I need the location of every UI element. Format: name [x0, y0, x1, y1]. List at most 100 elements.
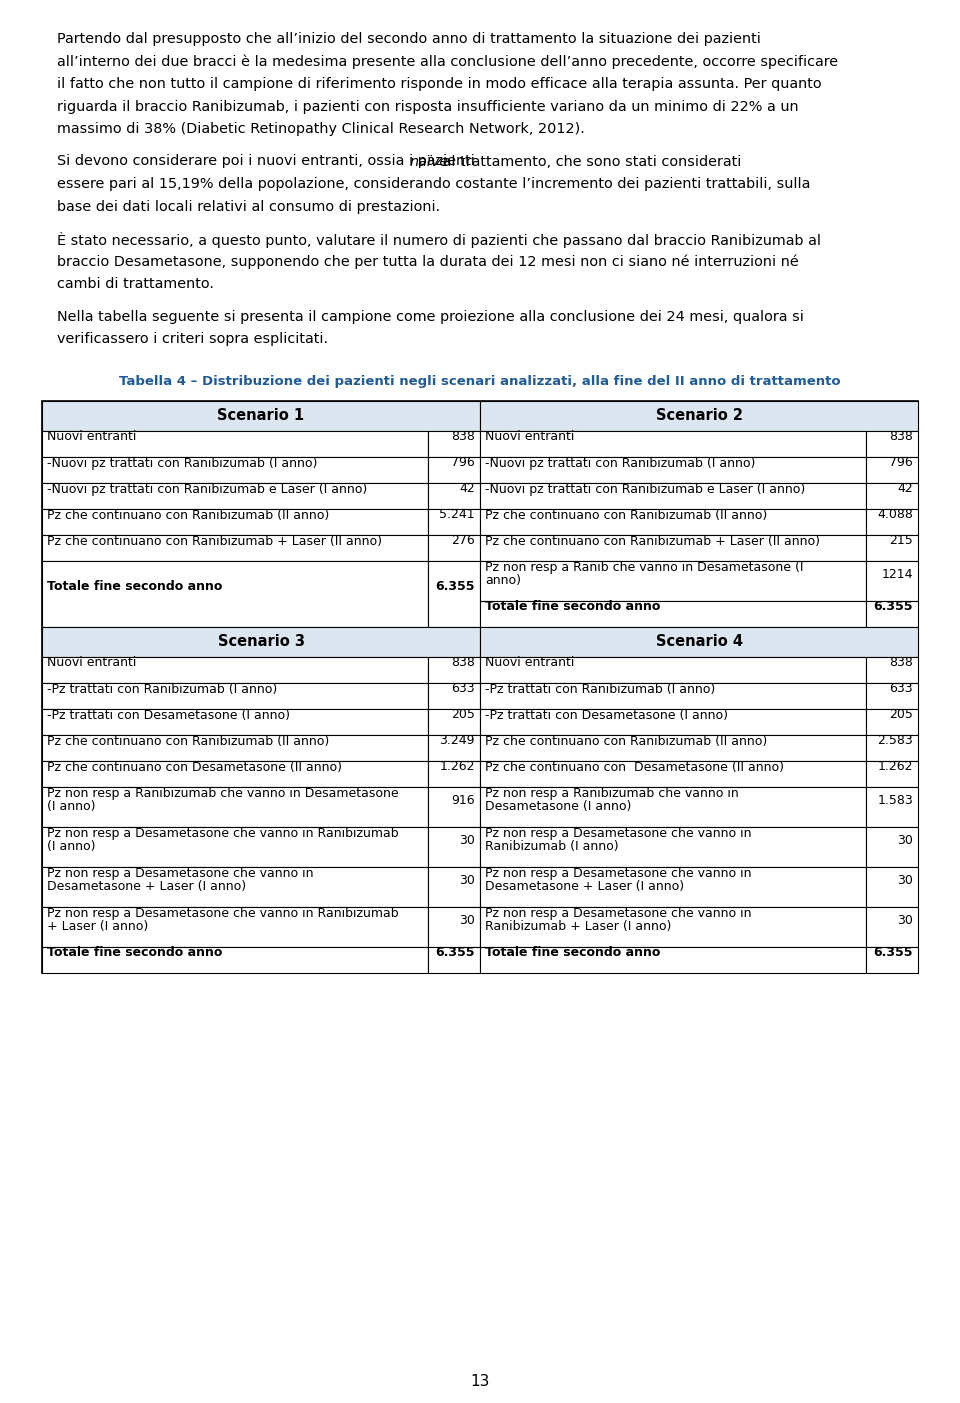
- Bar: [480, 561, 866, 600]
- Text: 6.355: 6.355: [436, 581, 475, 593]
- Text: cambi di trattamento.: cambi di trattamento.: [57, 276, 214, 290]
- Text: -Pz trattati con Ranibizumab (I anno): -Pz trattati con Ranibizumab (I anno): [47, 682, 277, 696]
- Text: riguarda il braccio Ranibizumab, i pazienti con risposta insufficiente variano d: riguarda il braccio Ranibizumab, i pazie…: [57, 100, 799, 114]
- Text: -Nuovi pz trattati con Ranibizumab e Laser (I anno): -Nuovi pz trattati con Ranibizumab e Las…: [47, 483, 368, 495]
- Text: -Pz trattati con Desametasone (I anno): -Pz trattati con Desametasone (I anno): [47, 709, 290, 721]
- Text: 215: 215: [889, 535, 913, 547]
- Text: 838: 838: [889, 431, 913, 443]
- Text: Pz che continuano con Ranibizumab (II anno): Pz che continuano con Ranibizumab (II an…: [485, 735, 767, 748]
- Text: 6.355: 6.355: [436, 947, 475, 960]
- Bar: [428, 826, 480, 867]
- Bar: [428, 735, 480, 760]
- Bar: [428, 561, 480, 627]
- Text: 1.583: 1.583: [877, 794, 913, 807]
- Text: essere pari al 15,19% della popolazione, considerando costante l’incremento dei : essere pari al 15,19% della popolazione,…: [57, 177, 810, 191]
- Text: il fatto che non tutto il campione di riferimento risponde in modo efficace alla: il fatto che non tutto il campione di ri…: [57, 77, 822, 91]
- Bar: [428, 709, 480, 735]
- Text: 838: 838: [451, 657, 475, 669]
- Text: Pz che continuano con Ranibizumab (II anno): Pz che continuano con Ranibizumab (II an…: [485, 508, 767, 522]
- Text: Pz che continuano con  Desametasone (II anno): Pz che continuano con Desametasone (II a…: [485, 760, 784, 773]
- Bar: [428, 657, 480, 682]
- Text: È stato necessario, a questo punto, valutare il numero di pazienti che passano d: È stato necessario, a questo punto, valu…: [57, 231, 821, 248]
- Text: 30: 30: [459, 833, 475, 846]
- Bar: [42, 508, 428, 535]
- Bar: [42, 947, 428, 972]
- Bar: [480, 627, 918, 657]
- Bar: [866, 561, 918, 600]
- Bar: [428, 431, 480, 456]
- Bar: [866, 826, 918, 867]
- Text: 633: 633: [451, 682, 475, 696]
- Text: Pz non resp a Desametasone che vanno in: Pz non resp a Desametasone che vanno in: [485, 867, 752, 880]
- Text: Nuovi entranti: Nuovi entranti: [47, 431, 136, 443]
- Text: 1.262: 1.262: [440, 760, 475, 773]
- Bar: [480, 600, 866, 627]
- Text: naïve: naïve: [410, 154, 449, 168]
- Text: -Nuovi pz trattati con Ranibizumab (I anno): -Nuovi pz trattati con Ranibizumab (I an…: [47, 456, 318, 470]
- Text: 3.249: 3.249: [440, 735, 475, 748]
- Bar: [42, 867, 428, 906]
- Bar: [480, 657, 866, 682]
- Bar: [42, 787, 428, 826]
- Text: -Pz trattati con Desametasone (I anno): -Pz trattati con Desametasone (I anno): [485, 709, 728, 721]
- Text: Desametasone (I anno): Desametasone (I anno): [485, 800, 632, 812]
- Bar: [42, 483, 428, 508]
- Bar: [480, 682, 866, 709]
- Bar: [480, 535, 866, 561]
- Text: 796: 796: [451, 456, 475, 470]
- Bar: [866, 535, 918, 561]
- Text: Pz non resp a Desametasone che vanno in: Pz non resp a Desametasone che vanno in: [485, 826, 752, 840]
- Bar: [866, 906, 918, 947]
- Text: Nella tabella seguente si presenta il campione come proiezione alla conclusione : Nella tabella seguente si presenta il ca…: [57, 310, 804, 324]
- Text: 1.262: 1.262: [877, 760, 913, 773]
- Text: Desametasone + Laser (I anno): Desametasone + Laser (I anno): [47, 880, 246, 892]
- Bar: [866, 760, 918, 787]
- Text: Tabella 4 – Distribuzione dei pazienti negli scenari analizzati, alla fine del I: Tabella 4 – Distribuzione dei pazienti n…: [119, 375, 841, 387]
- Bar: [42, 400, 918, 972]
- Text: Pz non resp a Desametasone che vanno in: Pz non resp a Desametasone che vanno in: [485, 906, 752, 920]
- Bar: [480, 456, 866, 483]
- Text: Pz non resp a Desametasone che vanno in Ranibizumab: Pz non resp a Desametasone che vanno in …: [47, 906, 398, 920]
- Bar: [42, 906, 428, 947]
- Bar: [480, 400, 918, 431]
- Bar: [428, 456, 480, 483]
- Bar: [428, 867, 480, 906]
- Bar: [428, 682, 480, 709]
- Bar: [866, 657, 918, 682]
- Text: 205: 205: [451, 709, 475, 721]
- Text: 276: 276: [451, 535, 475, 547]
- Bar: [866, 600, 918, 627]
- Bar: [428, 535, 480, 561]
- Text: 30: 30: [459, 913, 475, 926]
- Text: Totale fine secondo anno: Totale fine secondo anno: [485, 947, 660, 960]
- Text: all’interno dei due bracci è la medesima presente alla conclusione dell’anno pre: all’interno dei due bracci è la medesima…: [57, 55, 838, 69]
- Text: massimo di 38% (Diabetic Retinopathy Clinical Research Network, 2012).: massimo di 38% (Diabetic Retinopathy Cli…: [57, 122, 585, 136]
- Text: Pz che continuano con Ranibizumab + Laser (II anno): Pz che continuano con Ranibizumab + Lase…: [485, 535, 820, 547]
- Bar: [42, 400, 480, 431]
- Text: Nuovi entranti: Nuovi entranti: [47, 657, 136, 669]
- Text: Pz non resp a Ranibizumab che vanno in Desametasone: Pz non resp a Ranibizumab che vanno in D…: [47, 787, 398, 800]
- Text: 42: 42: [459, 483, 475, 495]
- Bar: [42, 709, 428, 735]
- Text: base dei dati locali relativi al consumo di prestazioni.: base dei dati locali relativi al consumo…: [57, 199, 440, 213]
- Bar: [428, 508, 480, 535]
- Bar: [480, 906, 866, 947]
- Text: 838: 838: [451, 431, 475, 443]
- Bar: [428, 787, 480, 826]
- Bar: [42, 760, 428, 787]
- Text: -Nuovi pz trattati con Ranibizumab e Laser (I anno): -Nuovi pz trattati con Ranibizumab e Las…: [485, 483, 805, 495]
- Bar: [866, 867, 918, 906]
- Bar: [42, 456, 428, 483]
- Text: Scenario 4: Scenario 4: [656, 634, 742, 650]
- Text: 5.241: 5.241: [440, 508, 475, 522]
- Bar: [42, 627, 480, 657]
- Text: -Nuovi pz trattati con Ranibizumab (I anno): -Nuovi pz trattati con Ranibizumab (I an…: [485, 456, 756, 470]
- Text: 796: 796: [889, 456, 913, 470]
- Text: -Pz trattati con Ranibizumab (I anno): -Pz trattati con Ranibizumab (I anno): [485, 682, 715, 696]
- Text: braccio Desametasone, supponendo che per tutta la durata dei 12 mesi non ci sian: braccio Desametasone, supponendo che per…: [57, 254, 799, 269]
- Text: 6.355: 6.355: [874, 600, 913, 613]
- Text: Nuovi entranti: Nuovi entranti: [485, 657, 574, 669]
- Bar: [480, 709, 866, 735]
- Bar: [428, 760, 480, 787]
- Bar: [428, 906, 480, 947]
